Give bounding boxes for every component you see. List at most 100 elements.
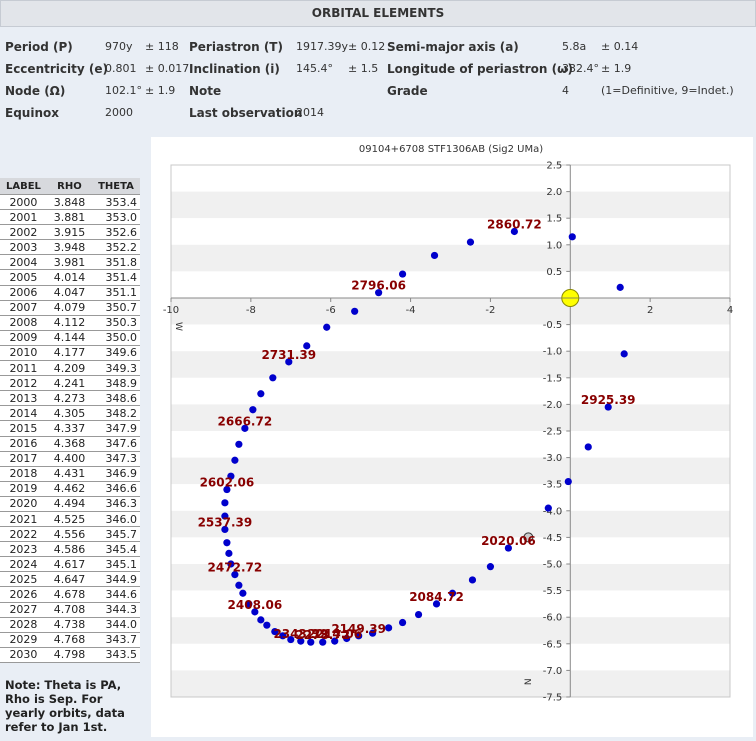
y-tick-label: -2.0 <box>543 400 563 411</box>
west-axis-letter: W <box>173 322 183 331</box>
y-tick-label: -7.5 <box>543 693 563 704</box>
theta-cell: 345.7 <box>92 526 140 543</box>
rho-cell: 4.798 <box>46 647 93 663</box>
orbit-year-label: 2860.72 <box>487 218 542 232</box>
label-cell: 2003 <box>0 239 47 256</box>
orbit-year-label: 2537.39 <box>198 515 253 529</box>
orbit-point <box>466 238 475 246</box>
plot-band <box>171 510 730 538</box>
table-row: 2022 4.556 345.7 <box>0 526 140 543</box>
plot-band <box>171 431 730 458</box>
ephemeris-panel: LABEL RHO THETA 2000 3.848 353.4 2001 3.881 3… <box>0 178 140 663</box>
y-tick-label: -1.5 <box>543 373 563 384</box>
grade-value: 4 <box>562 84 569 97</box>
orbit-point <box>285 358 293 366</box>
rho-cell: 3.848 <box>46 194 93 211</box>
orbit-point <box>221 499 229 507</box>
label-cell: 2023 <box>0 541 47 558</box>
y-tick-label: -3.5 <box>543 480 563 491</box>
theta-cell: 344.3 <box>92 602 140 618</box>
plot-band <box>171 191 730 219</box>
plot-band <box>171 670 730 697</box>
plot-area-border <box>170 164 731 698</box>
label-cell: 2004 <box>0 254 47 271</box>
label-cell: 2006 <box>0 285 47 301</box>
rho-cell: 4.273 <box>46 390 93 407</box>
orbit-point <box>279 632 287 640</box>
table-row: 2030 4.798 343.5 <box>0 647 140 663</box>
orbit-year-label: 2214.06 <box>307 627 362 641</box>
y-tick-label: -5.0 <box>543 560 563 571</box>
column-header-theta: THETA <box>92 178 140 195</box>
grade-label: Grade <box>387 84 428 98</box>
rho-cell: 4.431 <box>46 466 93 482</box>
rho-cell: 3.915 <box>46 224 93 241</box>
table-row: 2029 4.768 343.7 <box>0 632 140 648</box>
label-cell: 2015 <box>0 420 47 437</box>
y-tick-label: 2.5 <box>546 161 562 172</box>
note-label: Note <box>189 84 222 98</box>
label-cell: 2021 <box>0 511 47 528</box>
label-cell: 2027 <box>0 602 47 618</box>
plot-band <box>171 298 730 325</box>
rho-cell: 3.881 <box>46 209 93 226</box>
table-row: 2025 4.647 344.9 <box>0 571 140 588</box>
plot-band <box>171 537 730 564</box>
orbital-elements-panel: Period (P) 970y ± 118 Periastron (T) 191… <box>0 36 756 128</box>
orbit-point <box>225 549 233 557</box>
eccentricity-error: ± 0.017 <box>145 62 190 75</box>
orbit-point <box>307 638 315 646</box>
y-tick-label: -6.5 <box>543 639 563 650</box>
orbit-point <box>398 270 407 278</box>
x-tick-label: -2 <box>485 305 495 316</box>
last-observation-label: Last observation <box>189 106 303 120</box>
orbit-point <box>564 477 572 486</box>
orbit-point <box>231 456 239 464</box>
rho-cell: 4.586 <box>46 541 93 558</box>
eccentricity-value: 0.801 <box>105 62 137 75</box>
theta-cell: 352.2 <box>92 239 140 256</box>
table-row: 2028 4.738 344.0 <box>0 617 140 633</box>
table-row: 2011 4.209 349.3 <box>0 360 140 377</box>
orbit-point <box>486 563 495 571</box>
table-row: 2024 4.617 345.1 <box>0 556 140 573</box>
orbit-point <box>257 390 265 398</box>
plot-band <box>171 404 730 431</box>
grade-description: (1=Definitive, 9=Indet.) <box>601 84 734 97</box>
orbit-point <box>616 283 624 291</box>
y-tick-label: -4.0 <box>543 506 563 517</box>
orbit-point <box>568 233 576 241</box>
table-row: 2021 4.525 346.0 <box>0 511 140 528</box>
orbit-point <box>468 576 477 584</box>
table-row: 2006 4.047 351.1 <box>0 285 140 301</box>
orbit-point <box>271 627 279 636</box>
y-tick-label: -0.5 <box>543 320 563 331</box>
periastron-error: ± 0.12 <box>348 40 386 53</box>
label-cell: 2014 <box>0 405 47 422</box>
elements-row-4: Equinox 2000 Last observation 2014 <box>0 102 756 124</box>
orbit-point <box>287 635 295 644</box>
node-value: 102.1° <box>105 84 142 97</box>
orbit-point <box>303 342 311 350</box>
label-cell: 2002 <box>0 224 47 241</box>
y-tick-label: -1.0 <box>543 347 563 358</box>
periastron-label: Periastron (T) <box>189 40 283 54</box>
rho-cell: 4.079 <box>46 300 93 316</box>
orbit-point <box>227 560 235 568</box>
rho-cell: 4.768 <box>46 632 93 648</box>
ephemeris-table-body: 2000 3.848 353.4 2001 3.881 353.0 2002 3.915 352… <box>0 194 140 663</box>
table-row: 2016 4.368 347.6 <box>0 436 140 452</box>
table-row: 2004 3.981 351.8 <box>0 254 140 271</box>
y-tick-label: -3.0 <box>543 453 563 464</box>
eccentricity-label: Eccentricity (e) <box>5 62 108 76</box>
theta-cell: 346.3 <box>92 496 140 512</box>
rho-cell: 4.177 <box>46 345 93 362</box>
rho-cell: 4.738 <box>46 617 93 633</box>
rho-cell: 4.014 <box>46 269 93 286</box>
table-note: Note: Theta is PA, Rho is Sep. For yearl… <box>5 678 125 734</box>
theta-cell: 345.4 <box>92 541 140 558</box>
label-cell: 2018 <box>0 466 47 482</box>
plot-band <box>171 244 730 272</box>
longitude-error: ± 1.9 <box>601 62 632 75</box>
rho-cell: 4.525 <box>46 511 93 528</box>
